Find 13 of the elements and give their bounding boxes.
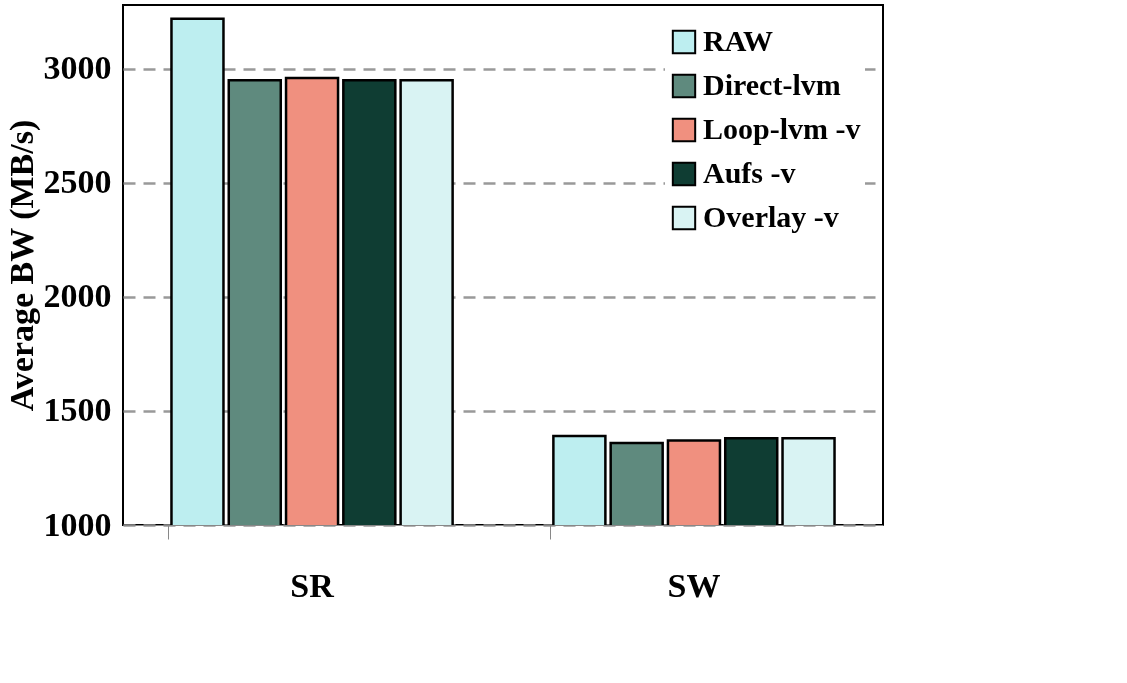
y-tick-label: 3000 (43, 49, 112, 87)
legend-label: Overlay -v (703, 200, 839, 233)
y-tick-label: 2500 (43, 163, 112, 201)
y-tick-label: 2000 (43, 277, 112, 315)
x-tick-label: SW (667, 566, 721, 604)
legend-label: Loop-lvm -v (703, 112, 861, 145)
x-tick-label: SR (290, 566, 335, 604)
legend-label: Direct-lvm (703, 68, 841, 101)
legend-label: RAW (703, 24, 774, 57)
y-axis-title: Average BW (MB/s) (2, 119, 41, 412)
y-tick-label: 1000 (43, 505, 112, 543)
legend-label: Aufs -v (703, 156, 796, 189)
y-tick-label: 1500 (43, 391, 112, 429)
